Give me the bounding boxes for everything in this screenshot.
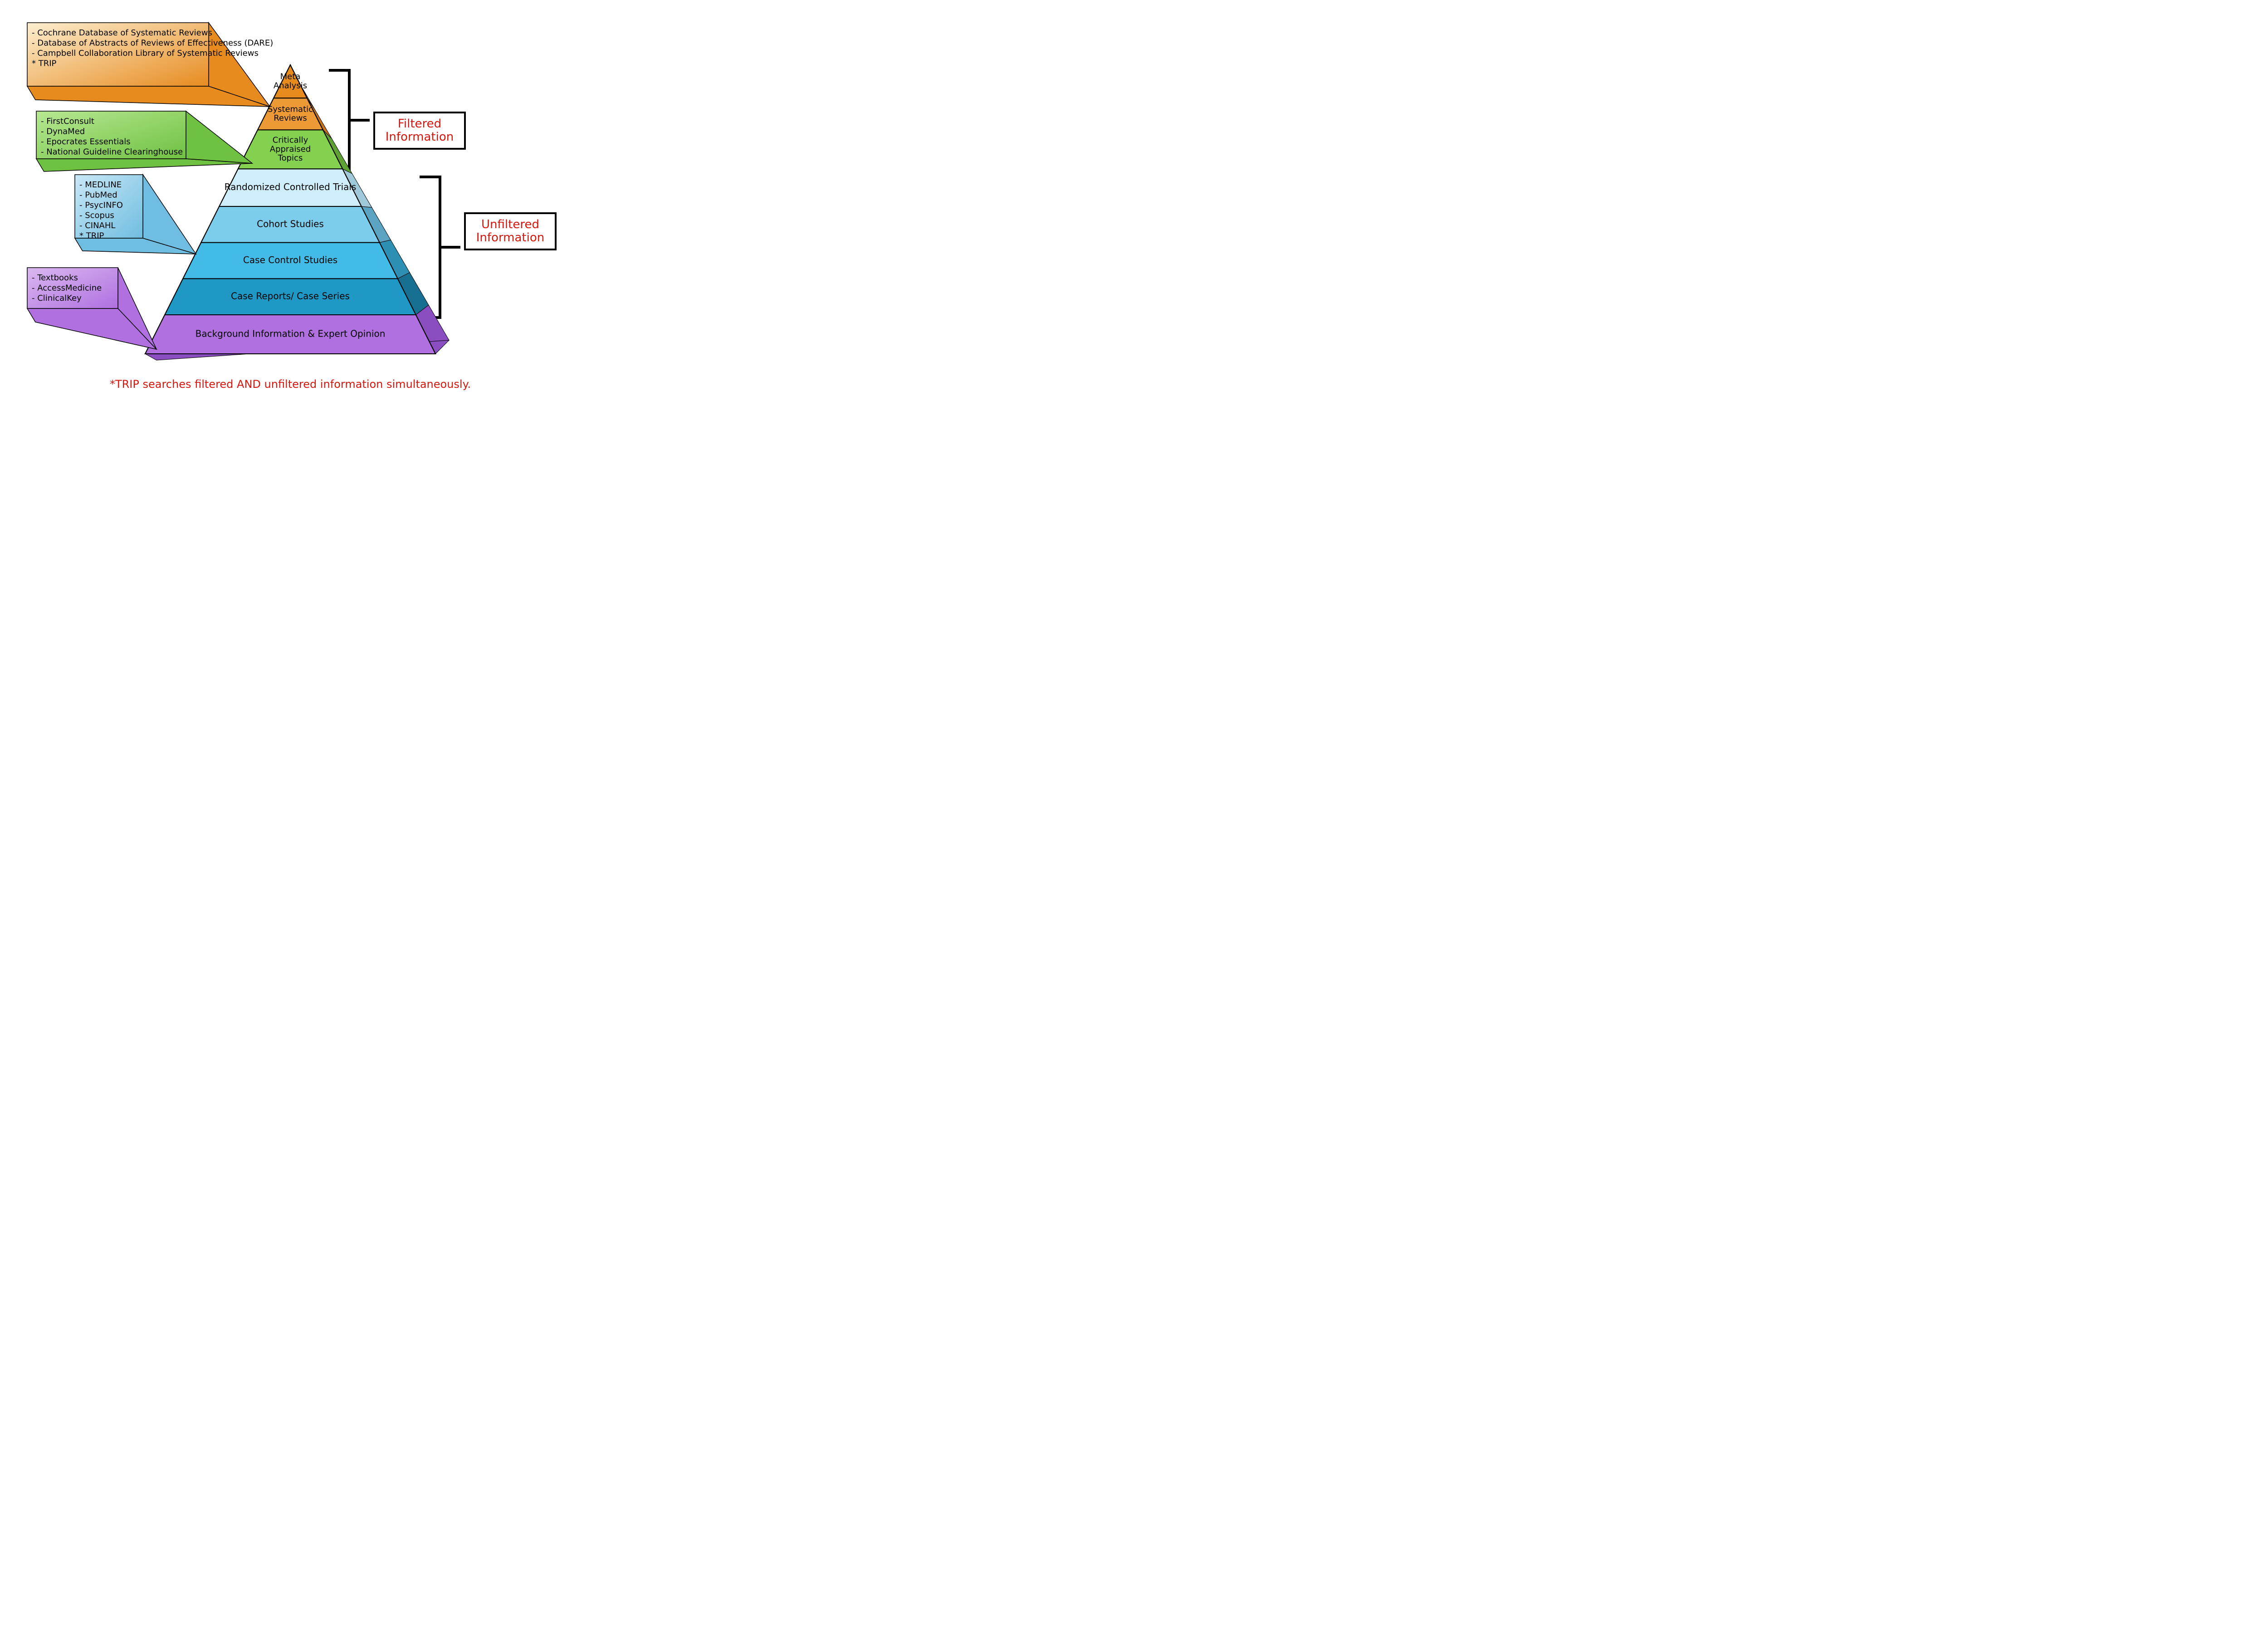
callout-blue-line-5: * TRIP bbox=[79, 231, 104, 241]
callout-green: - FirstConsult- DynaMed- Epocrates Essen… bbox=[36, 111, 252, 171]
bracket-filtered: FilteredInformation bbox=[329, 70, 465, 170]
svg-text:Filtered: Filtered bbox=[398, 117, 441, 131]
callout-orange: - Cochrane Database of Systematic Review… bbox=[27, 23, 273, 107]
callout-blue-line-0: - MEDLINE bbox=[79, 180, 122, 190]
svg-text:Reviews: Reviews bbox=[274, 113, 307, 123]
callout-orange-line-3: * TRIP bbox=[32, 59, 57, 68]
callout-purple-line-1: - AccessMedicine bbox=[32, 284, 102, 293]
bracket-unfiltered: UnfilteredInformation bbox=[420, 177, 556, 318]
callout-green-line-2: - Epocrates Essentials bbox=[41, 137, 131, 147]
svg-text:Information: Information bbox=[386, 130, 454, 144]
callout-blue: - MEDLINE- PubMed- PsycINFO- Scopus- CIN… bbox=[75, 175, 196, 254]
callout-blue-line-3: - Scopus bbox=[79, 211, 114, 220]
callout-orange-line-1: - Database of Abstracts of Reviews of Ef… bbox=[32, 39, 273, 48]
callout-green-line-0: - FirstConsult bbox=[41, 117, 94, 126]
svg-text:Case Control Studies: Case Control Studies bbox=[243, 254, 337, 265]
callout-purple: - Textbooks- AccessMedicine- ClinicalKey bbox=[27, 268, 156, 349]
footnote-group: *TRIP searches filtered AND unfiltered i… bbox=[110, 378, 471, 391]
svg-text:Case Reports/ Case Series: Case Reports/ Case Series bbox=[231, 291, 350, 302]
callout-blue-line-4: - CINAHL bbox=[79, 221, 115, 230]
pyramid-group: MetaAnalysisSystematicReviewsCriticallyA… bbox=[145, 65, 449, 360]
svg-text:Cohort Studies: Cohort Studies bbox=[257, 218, 324, 229]
svg-text:Topics: Topics bbox=[278, 153, 303, 163]
svg-text:Information: Information bbox=[476, 231, 545, 244]
callout-green-line-1: - DynaMed bbox=[41, 127, 85, 137]
callout-blue-line-2: - PsycINFO bbox=[79, 200, 123, 210]
callout-purple-line-0: - Textbooks bbox=[32, 273, 78, 283]
evidence-pyramid-diagram: FilteredInformationUnfilteredInformation… bbox=[0, 0, 572, 408]
svg-text:Meta: Meta bbox=[280, 72, 301, 82]
svg-text:Appraised: Appraised bbox=[270, 144, 311, 154]
svg-text:Background Information & Exper: Background Information & Expert Opinion bbox=[196, 328, 386, 339]
callout-orange-line-0: - Cochrane Database of Systematic Review… bbox=[32, 28, 212, 38]
footnote-text: *TRIP searches filtered AND unfiltered i… bbox=[110, 378, 471, 391]
svg-text:Systematic: Systematic bbox=[268, 104, 313, 114]
svg-text:Randomized Controlled Trials: Randomized Controlled Trials bbox=[225, 181, 357, 192]
callout-blue-line-1: - PubMed bbox=[79, 191, 117, 200]
callout-purple-line-2: - ClinicalKey bbox=[32, 293, 82, 303]
callout-orange-line-2: - Campbell Collaboration Library of Syst… bbox=[32, 49, 259, 58]
callout-green-line-3: - National Guideline Clearinghouse bbox=[41, 147, 183, 157]
svg-text:Critically: Critically bbox=[273, 136, 308, 145]
callout-green-right bbox=[186, 111, 252, 163]
svg-text:Unfiltered: Unfiltered bbox=[481, 218, 539, 231]
